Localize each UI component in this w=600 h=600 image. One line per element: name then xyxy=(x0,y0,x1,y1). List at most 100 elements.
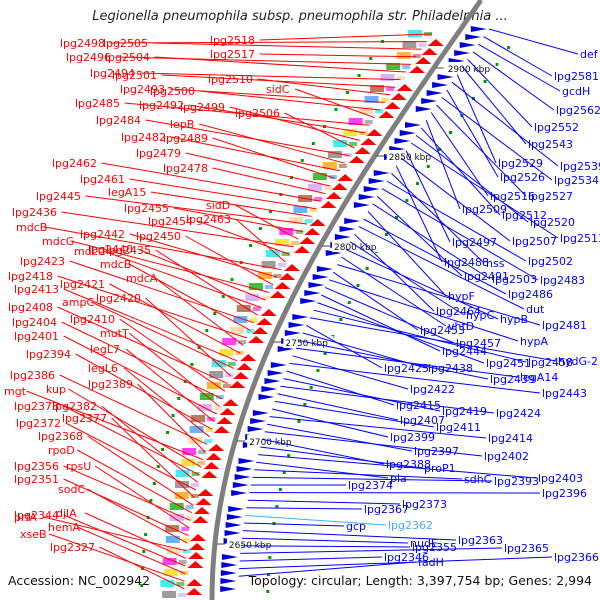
left-gene-label[interactable]: lpg2389 xyxy=(88,378,133,391)
left-gene-label[interactable]: lpg2499 xyxy=(180,101,225,114)
left-gene-label[interactable]: rpsU xyxy=(66,460,91,473)
right-gene-label[interactable]: lpg2483 xyxy=(540,274,585,287)
right-gene-label[interactable]: lpg2451 xyxy=(486,357,531,370)
left-gene-label[interactable]: lpg2372 xyxy=(16,417,61,430)
right-gene-label[interactable]: lpg2414 xyxy=(488,432,533,445)
right-gene-label[interactable]: lpg2363 xyxy=(458,534,503,547)
right-gene-label[interactable]: lpg2458 xyxy=(528,356,573,369)
left-gene-label[interactable]: lpg2404 xyxy=(12,316,57,329)
left-gene-label[interactable]: lepB xyxy=(170,118,194,131)
right-gene-label[interactable]: lpg2507 xyxy=(512,235,557,248)
right-gene-label[interactable]: lpg2552 xyxy=(534,121,579,134)
left-gene-label[interactable]: xseB xyxy=(20,528,47,541)
left-gene-label[interactable]: lpg2489 xyxy=(163,132,208,145)
left-gene-label[interactable]: lpg2408 xyxy=(8,301,53,314)
left-gene-label[interactable]: mdcG xyxy=(42,235,74,248)
right-gene-label[interactable]: hypC xyxy=(466,309,494,322)
left-gene-label[interactable]: mutT xyxy=(100,327,129,340)
left-gene-label[interactable]: lpg2368 xyxy=(38,430,83,443)
left-gene-label[interactable]: lpg2450 xyxy=(136,230,181,243)
left-gene-label[interactable]: lpg2454 xyxy=(148,215,193,228)
left-gene-label[interactable]: lpg2442 xyxy=(80,228,125,241)
left-gene-label[interactable]: lpg2500 xyxy=(150,85,195,98)
left-gene-label[interactable]: mdcC xyxy=(74,245,106,258)
left-gene-label[interactable]: lpg2344 xyxy=(14,509,59,522)
right-gene-label[interactable]: lpg2399 xyxy=(390,431,435,444)
right-gene-label[interactable]: lpg2539 xyxy=(560,160,600,173)
left-gene-label[interactable]: lpg2462 xyxy=(52,157,97,170)
left-gene-label[interactable]: rpoD xyxy=(48,444,75,457)
left-gene-label[interactable]: lpg2445 xyxy=(36,190,81,203)
left-gene-label[interactable]: lpg2506 xyxy=(235,107,280,120)
right-gene-label[interactable]: lpg2527 xyxy=(528,190,573,203)
right-gene-label[interactable]: lpg2422 xyxy=(410,383,455,396)
right-gene-label[interactable]: dut xyxy=(526,303,545,316)
right-gene-label[interactable]: def xyxy=(580,48,599,61)
right-gene-label[interactable]: hydG-2 xyxy=(558,355,598,368)
left-gene-label[interactable]: ampC xyxy=(62,296,94,309)
right-gene-label[interactable]: lpg2373 xyxy=(402,498,447,511)
left-gene-label[interactable]: mdcB xyxy=(100,258,131,271)
right-gene-label[interactable]: vhtD xyxy=(448,320,474,333)
left-gene-label[interactable]: lpg2485 xyxy=(75,97,120,110)
left-gene-label[interactable]: lpg2421 xyxy=(60,278,105,291)
left-gene-label[interactable]: prfA xyxy=(14,511,37,524)
left-gene-label[interactable]: lpg2463 xyxy=(186,213,231,226)
left-gene-label[interactable]: lpg2351 xyxy=(14,473,59,486)
left-gene-label[interactable]: kup xyxy=(46,383,66,396)
left-gene-label[interactable]: lpg2494 xyxy=(90,67,135,80)
right-gene-label[interactable]: lpg2562 xyxy=(556,104,600,117)
right-gene-label[interactable]: sdhC xyxy=(464,473,492,486)
right-gene-label[interactable]: lpg2457 xyxy=(456,337,501,350)
left-gene-label[interactable]: lpg2455 xyxy=(124,202,169,215)
right-gene-label[interactable]: lpg2529 xyxy=(498,157,543,170)
right-gene-label[interactable]: lpg2512 xyxy=(502,209,547,222)
right-gene-label[interactable]: hypB xyxy=(500,313,528,326)
right-gene-label[interactable]: lpg2355 xyxy=(412,541,457,554)
right-gene-label[interactable]: lpg2534 xyxy=(554,174,599,187)
right-gene-label[interactable]: fadH xyxy=(418,556,444,569)
right-gene-label[interactable]: lpg2526 xyxy=(500,171,545,184)
left-gene-label[interactable]: lpg2517 xyxy=(210,48,255,61)
left-gene-label[interactable]: lpg2461 xyxy=(80,173,125,186)
right-gene-label[interactable]: hypA xyxy=(520,335,548,348)
right-gene-label[interactable]: lpg2397 xyxy=(414,445,459,458)
left-gene-label[interactable]: lpg2418 xyxy=(8,270,53,283)
left-gene-label[interactable]: legA15 xyxy=(108,186,146,199)
right-gene-label[interactable]: pla xyxy=(390,472,407,485)
left-gene-label[interactable]: hemA xyxy=(48,521,80,534)
left-gene-label[interactable]: lpg2356 xyxy=(14,460,59,473)
right-gene-label[interactable]: lpg2346 xyxy=(384,551,429,564)
left-gene-label[interactable]: sodC xyxy=(58,483,85,496)
right-gene-label[interactable]: lpg2443 xyxy=(542,387,587,400)
right-gene-label[interactable]: lpg2486 xyxy=(508,288,553,301)
left-gene-label[interactable]: djlA xyxy=(56,507,77,520)
right-gene-label[interactable]: lpg2411 xyxy=(436,421,481,434)
right-gene-label[interactable]: lpg2444 xyxy=(442,345,487,358)
right-gene-label[interactable]: lpg2365 xyxy=(504,542,549,555)
right-gene-label[interactable]: lpg2367 xyxy=(364,503,409,516)
right-gene-label[interactable]: hss xyxy=(486,257,505,270)
left-gene-label[interactable]: lpg2498 xyxy=(60,37,105,50)
right-gene-label[interactable]: lpg2520 xyxy=(530,216,575,229)
right-gene-label[interactable]: lpg2513 xyxy=(560,232,600,245)
left-gene-label[interactable]: lpg2510 xyxy=(208,73,253,86)
right-gene-label[interactable]: lpg2393 xyxy=(494,475,539,488)
left-gene-label[interactable]: lpg2504 xyxy=(105,51,150,64)
left-gene-label[interactable]: lpg2482 xyxy=(121,131,166,144)
left-gene-label[interactable]: lpg2410 xyxy=(70,313,115,326)
left-gene-label[interactable]: lpg2327 xyxy=(50,541,95,554)
left-gene-label[interactable]: lpg2505 xyxy=(103,37,148,50)
right-gene-label[interactable]: lpg2453 xyxy=(420,324,465,337)
left-gene-label[interactable]: sidD xyxy=(206,199,230,212)
right-gene-label[interactable]: legA14 xyxy=(520,371,558,384)
left-gene-label[interactable]: lpg2518 xyxy=(210,34,255,47)
left-gene-label[interactable]: mdcA xyxy=(126,272,158,285)
right-gene-label[interactable]: lpg2424 xyxy=(496,407,541,420)
right-gene-label[interactable]: lpg2503 xyxy=(492,273,537,286)
right-gene-label[interactable]: lpg2425 xyxy=(384,362,429,375)
left-gene-label[interactable]: lpg2436 xyxy=(12,206,57,219)
right-gene-label[interactable]: nudE xyxy=(410,537,438,550)
right-gene-label[interactable]: lpg2439 xyxy=(490,373,535,386)
